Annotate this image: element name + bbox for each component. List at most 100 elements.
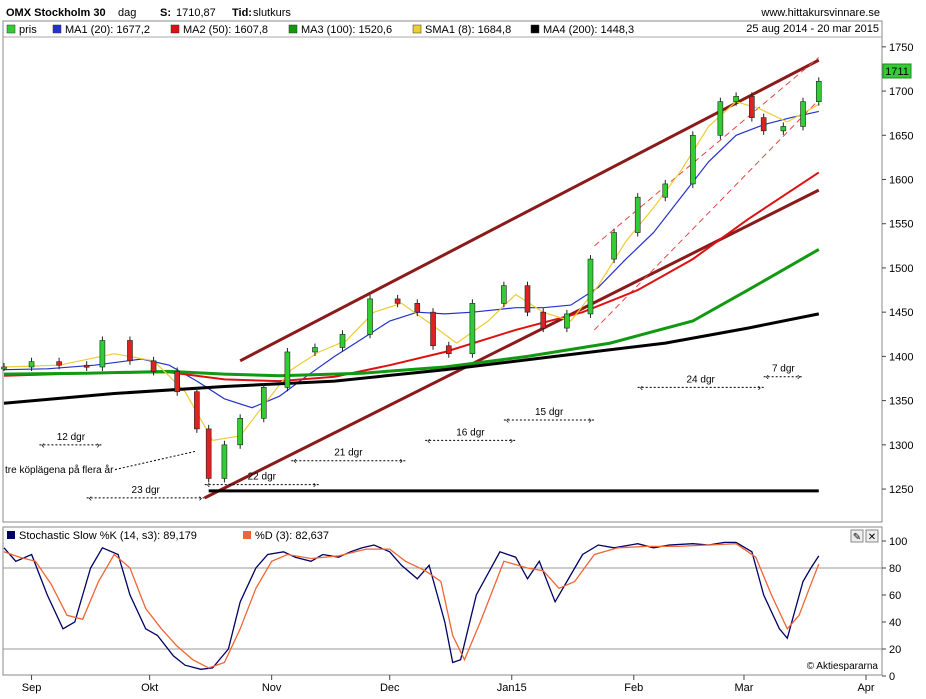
site-url: www.hittakursvinnare.se bbox=[760, 7, 880, 19]
bottom-pointer bbox=[114, 450, 197, 471]
stoch-legend-swatch-1 bbox=[243, 531, 251, 539]
price-badge-text: 1711 bbox=[885, 66, 909, 78]
candle-8 bbox=[194, 391, 200, 430]
candle-25 bbox=[564, 313, 570, 329]
legend-swatch-4 bbox=[412, 24, 422, 34]
candle-37 bbox=[815, 81, 822, 102]
y-tick-label-1700: 1700 bbox=[889, 86, 913, 98]
cycle-arrow-left-7: ‹ bbox=[766, 372, 769, 383]
cycle-arrow-right-7: › bbox=[797, 372, 800, 383]
x-tick-label-sep: Sep bbox=[22, 682, 42, 694]
cycle-arrow-left-1: ‹ bbox=[89, 493, 92, 504]
candle-3 bbox=[83, 364, 90, 368]
wrench-glyph: ✎ bbox=[853, 532, 861, 543]
legend-label-5: MA4 (200): 1448,3 bbox=[543, 24, 634, 36]
wrench-icon[interactable] bbox=[850, 529, 864, 543]
stoch-legend-label-0: Stochastic Slow %K (14, s3): 89,179 bbox=[19, 530, 197, 542]
cycle-arrow-right-3: › bbox=[399, 456, 402, 467]
x-tick-label-nov: Nov bbox=[262, 682, 282, 694]
cycle-arrow-right-5: › bbox=[588, 415, 591, 426]
stoch-legend-swatch-0 bbox=[7, 531, 15, 539]
stochastic-legend: Stochastic Slow %K (14, s3): 89,179 %D (3… bbox=[7, 530, 329, 542]
y-tick-label-1250: 1250 bbox=[889, 484, 913, 496]
y-tick-label-1650: 1650 bbox=[889, 130, 913, 142]
close-glyph: ✕ bbox=[868, 532, 876, 543]
candle-33 bbox=[749, 96, 755, 118]
candle-9 bbox=[205, 428, 212, 479]
legend-swatch-5 bbox=[530, 24, 540, 34]
stoch-d-3 bbox=[3, 543, 820, 669]
legend-label-2: MA2 (50): 1607,8 bbox=[183, 24, 268, 36]
cycle-arrow-right-4: › bbox=[510, 435, 513, 446]
cycle-label-0: 12 dgr bbox=[57, 432, 86, 443]
panel-tool-buttons: ✎ ✕ bbox=[850, 529, 879, 543]
candle-6 bbox=[150, 360, 157, 372]
cycle-arrow-right-0: › bbox=[96, 440, 99, 451]
time-label: Tid: bbox=[232, 7, 252, 19]
legend-label-4: SMA1 (8): 1684,8 bbox=[425, 24, 511, 36]
x-tick-label-feb: Feb bbox=[624, 682, 643, 694]
x-tick-label-okt: Okt bbox=[141, 682, 158, 694]
stoch-tick-label-80: 80 bbox=[889, 563, 901, 575]
candle-20 bbox=[445, 345, 452, 355]
cycle-label-1: 23 dgr bbox=[132, 485, 161, 496]
legend-label-3: MA3 (100): 1520,6 bbox=[301, 24, 392, 36]
candle-7 bbox=[174, 371, 180, 393]
cycle-label-4: 16 dgr bbox=[456, 427, 485, 438]
trendline-2 bbox=[594, 57, 820, 247]
cycle-label-5: 15 dgr bbox=[535, 407, 564, 418]
candle-4 bbox=[99, 340, 106, 368]
legend-swatch-0 bbox=[6, 24, 16, 34]
x-tick-label-dec: Dec bbox=[380, 682, 400, 694]
candle-24 bbox=[540, 311, 547, 329]
stoch-tick-label-40: 40 bbox=[889, 617, 901, 629]
y-tick-label-1500: 1500 bbox=[889, 263, 913, 275]
legend: pris MA1 (20): 1677,2 MA2 (50): 1607,8 MA3 … bbox=[6, 24, 634, 36]
candle-2 bbox=[56, 361, 62, 366]
chart-header: OMX Stockholm 30 dag S: 1710,87 Tid: slu… bbox=[6, 7, 880, 19]
x-tick-label-mar: Mar bbox=[735, 682, 754, 694]
candle-12 bbox=[260, 387, 267, 419]
candle-18 bbox=[414, 303, 421, 313]
cycle-label-3: 21 dgr bbox=[334, 448, 363, 459]
stoch-tick-label-60: 60 bbox=[889, 590, 901, 602]
y-tick-label-1600: 1600 bbox=[889, 175, 913, 187]
cycle-label-2: 22 dgr bbox=[248, 472, 277, 483]
bottom-annotation: tre köplägena på flera år bbox=[5, 464, 114, 476]
stoch-tick-label-100: 100 bbox=[889, 536, 907, 548]
chart-title: OMX Stockholm 30 bbox=[6, 7, 106, 19]
candle-17 bbox=[394, 298, 401, 304]
last-label: S: bbox=[160, 7, 171, 19]
stoch-tick-label-0: 0 bbox=[889, 671, 895, 683]
cycle-label-6: 24 dgr bbox=[687, 374, 716, 385]
series-ma4-200 bbox=[3, 312, 820, 405]
stoch-stochastic-slow-k-14-s3 bbox=[3, 541, 820, 670]
cycle-arrow-left-0: ‹ bbox=[41, 440, 44, 451]
candle-34 bbox=[760, 117, 767, 132]
x-tick-label-apr: Apr bbox=[857, 682, 874, 694]
stochastic-panel bbox=[2, 526, 883, 676]
cycle-label-7: 7 dgr bbox=[772, 364, 795, 375]
legend-swatch-2 bbox=[170, 24, 180, 34]
price-y-axis: 1250 1300 1350 1400 1450 1500 1550 1600 1650 1700… bbox=[882, 42, 913, 496]
y-tick-label-1400: 1400 bbox=[889, 351, 913, 363]
date-range: 25 aug 2014 - 20 mar 2015 bbox=[746, 23, 879, 35]
legend-label-1: MA1 (20): 1677,2 bbox=[65, 24, 150, 36]
candle-10 bbox=[221, 444, 228, 479]
cycle-arrow-right-2: › bbox=[313, 480, 316, 491]
candle-32 bbox=[733, 96, 739, 102]
y-tick-label-1350: 1350 bbox=[889, 396, 913, 408]
cycle-annotations: ‹ › 12 dgr ‹ › 23 dgr ‹ › 22 dgr ‹ › 21 dgr ‹ › 16 dgr… bbox=[5, 364, 804, 504]
stoch-legend-label-1: %D (3): 82,637 bbox=[255, 530, 329, 542]
cycle-arrow-right-1: › bbox=[199, 493, 202, 504]
stochastic-y-axis: 0 20 40 60 80 100 bbox=[3, 536, 907, 683]
period-label: dag bbox=[118, 7, 136, 19]
credit: © Aktiespararna bbox=[807, 661, 879, 672]
cycle-arrow-left-3: ‹ bbox=[293, 456, 296, 467]
candle-16 bbox=[367, 298, 373, 335]
stoch-tick-label-20: 20 bbox=[889, 644, 901, 656]
close-icon[interactable] bbox=[865, 529, 879, 543]
candle-0 bbox=[1, 366, 7, 370]
cycle-arrow-left-6: ‹ bbox=[640, 382, 643, 393]
